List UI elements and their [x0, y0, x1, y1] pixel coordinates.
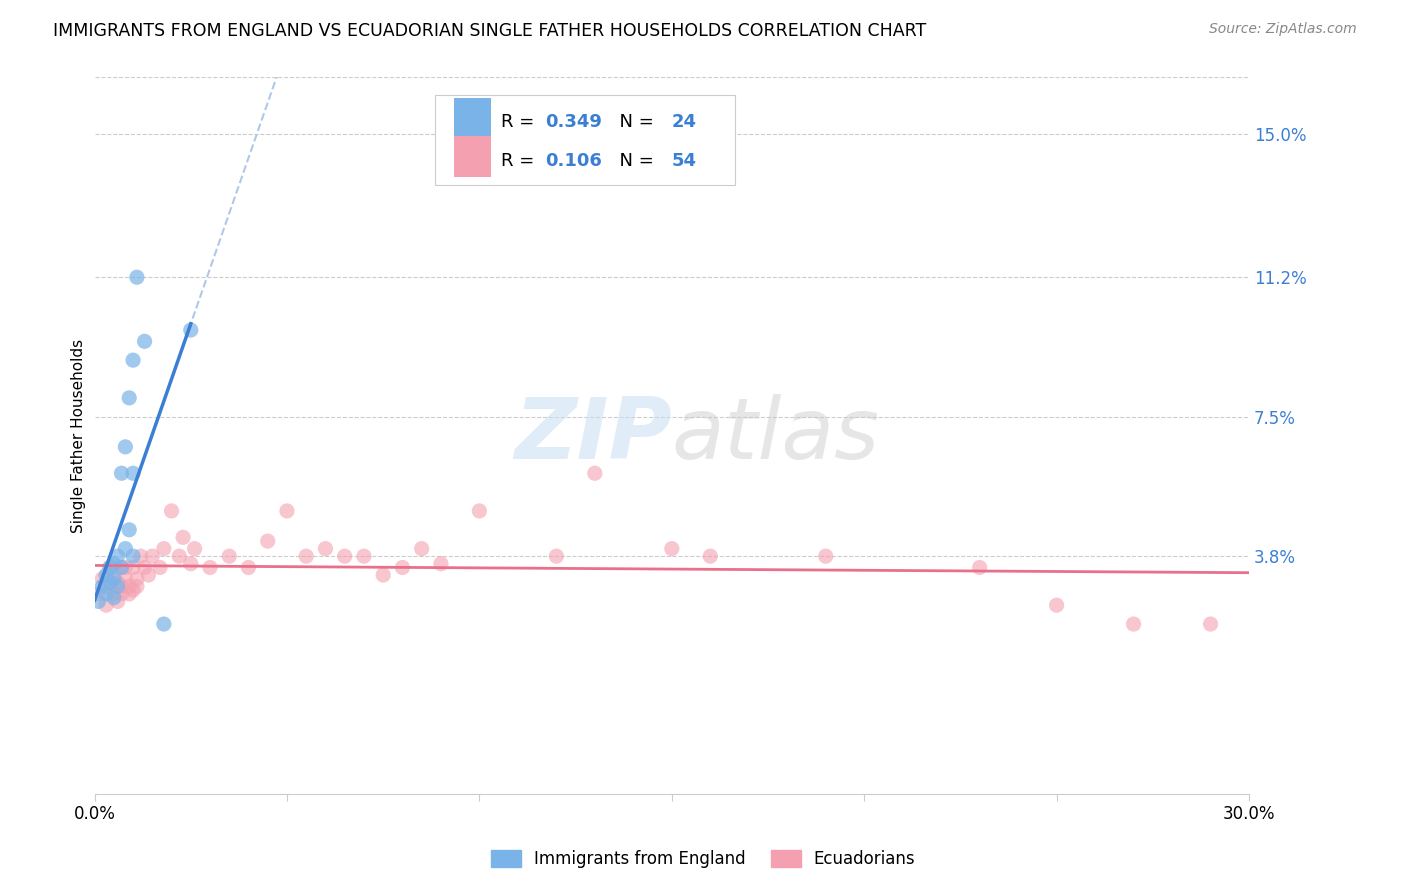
- Point: [353, 549, 375, 564]
- Point: [114, 440, 136, 454]
- Point: [391, 560, 413, 574]
- Point: [333, 549, 356, 564]
- Legend: Immigrants from England, Ecuadorians: Immigrants from England, Ecuadorians: [484, 843, 922, 875]
- Point: [468, 504, 491, 518]
- Point: [546, 549, 568, 564]
- Point: [107, 579, 129, 593]
- Text: N =: N =: [609, 152, 659, 169]
- Point: [141, 549, 163, 564]
- FancyBboxPatch shape: [454, 97, 491, 138]
- Point: [122, 353, 145, 368]
- Text: Source: ZipAtlas.com: Source: ZipAtlas.com: [1209, 22, 1357, 37]
- Point: [699, 549, 721, 564]
- Point: [110, 560, 132, 574]
- Point: [180, 323, 202, 337]
- Point: [122, 467, 145, 481]
- FancyBboxPatch shape: [454, 136, 491, 178]
- Point: [103, 557, 125, 571]
- Point: [114, 572, 136, 586]
- Text: ZIP: ZIP: [515, 394, 672, 477]
- Point: [98, 560, 121, 574]
- Point: [122, 583, 145, 598]
- Point: [138, 568, 160, 582]
- Point: [1046, 598, 1069, 612]
- Point: [125, 572, 148, 586]
- Point: [98, 560, 121, 574]
- Point: [167, 549, 190, 564]
- Point: [411, 541, 433, 556]
- Point: [91, 572, 114, 586]
- Point: [118, 523, 141, 537]
- Text: IMMIGRANTS FROM ENGLAND VS ECUADORIAN SINGLE FATHER HOUSEHOLDS CORRELATION CHART: IMMIGRANTS FROM ENGLAND VS ECUADORIAN SI…: [53, 22, 927, 40]
- Point: [87, 587, 110, 601]
- Point: [134, 334, 156, 349]
- Y-axis label: Single Father Households: Single Father Households: [72, 338, 86, 533]
- Point: [183, 541, 205, 556]
- Point: [114, 541, 136, 556]
- Text: R =: R =: [501, 152, 540, 169]
- Point: [129, 549, 152, 564]
- Text: R =: R =: [501, 113, 540, 131]
- Point: [198, 560, 221, 574]
- Point: [276, 504, 298, 518]
- Point: [107, 594, 129, 608]
- Point: [314, 541, 336, 556]
- Text: 54: 54: [672, 152, 697, 169]
- Point: [91, 579, 114, 593]
- Point: [256, 534, 278, 549]
- Point: [180, 557, 202, 571]
- Point: [1199, 617, 1222, 632]
- FancyBboxPatch shape: [434, 95, 735, 185]
- Point: [110, 587, 132, 601]
- Point: [118, 579, 141, 593]
- Point: [103, 591, 125, 605]
- Point: [172, 530, 194, 544]
- Point: [134, 560, 156, 574]
- Point: [125, 579, 148, 593]
- Text: 24: 24: [672, 113, 697, 131]
- Point: [94, 568, 117, 582]
- Point: [94, 587, 117, 601]
- Point: [149, 560, 172, 574]
- Point: [110, 560, 132, 574]
- Point: [295, 549, 318, 564]
- Text: atlas: atlas: [672, 394, 880, 477]
- Point: [122, 549, 145, 564]
- Point: [107, 549, 129, 564]
- Point: [373, 568, 395, 582]
- Point: [87, 594, 110, 608]
- Point: [94, 579, 117, 593]
- Point: [583, 467, 606, 481]
- Point: [103, 572, 125, 586]
- Text: 0.349: 0.349: [544, 113, 602, 131]
- Point: [218, 549, 240, 564]
- Point: [103, 568, 125, 582]
- Point: [94, 598, 117, 612]
- Point: [118, 391, 141, 405]
- Point: [107, 575, 129, 590]
- Point: [238, 560, 260, 574]
- Point: [110, 467, 132, 481]
- Point: [114, 560, 136, 574]
- Point: [969, 560, 991, 574]
- Point: [430, 557, 453, 571]
- Text: N =: N =: [609, 113, 659, 131]
- Text: 0.106: 0.106: [544, 152, 602, 169]
- Point: [153, 541, 176, 556]
- Point: [160, 504, 183, 518]
- Point: [125, 270, 148, 285]
- Point: [153, 617, 176, 632]
- Point: [110, 579, 132, 593]
- Point: [103, 587, 125, 601]
- Point: [1122, 617, 1144, 632]
- Point: [122, 560, 145, 574]
- Point: [98, 575, 121, 590]
- Point: [814, 549, 837, 564]
- Point: [661, 541, 683, 556]
- Point: [118, 587, 141, 601]
